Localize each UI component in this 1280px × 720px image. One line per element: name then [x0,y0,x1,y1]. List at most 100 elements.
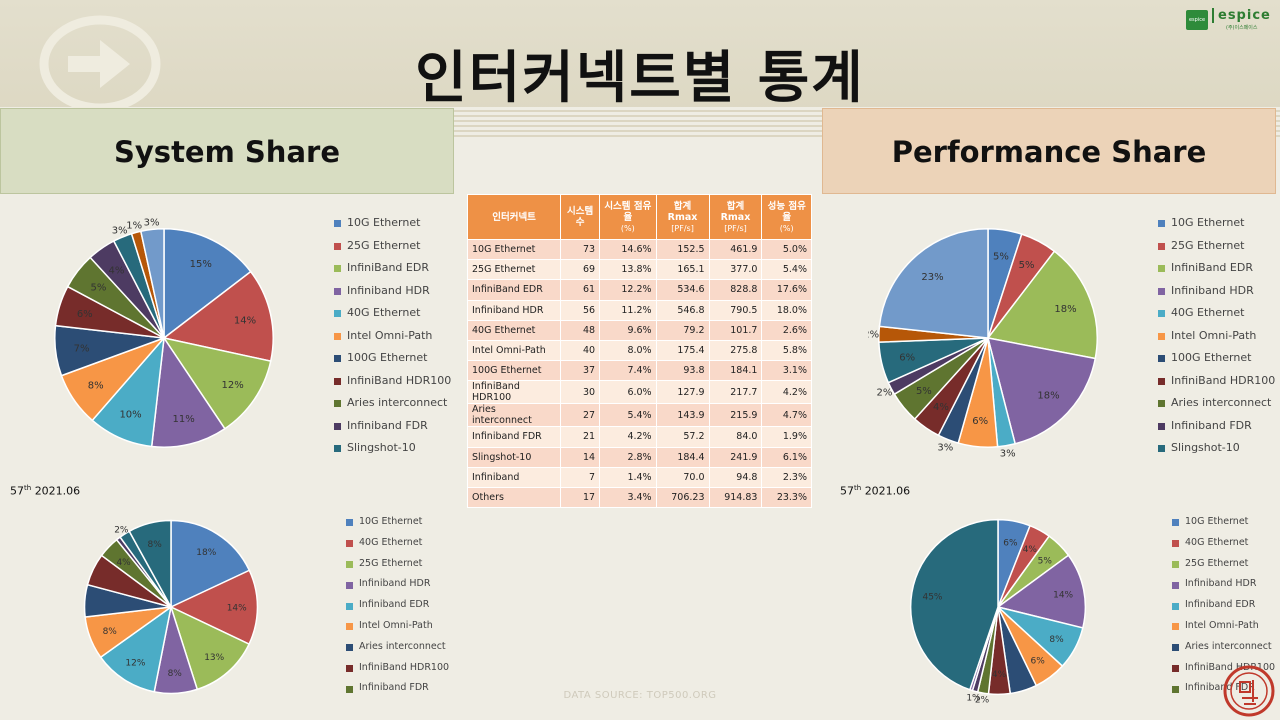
slice-label: 18% [196,548,216,558]
data-source-caption: DATA SOURCE: TOP500.ORG [563,690,717,701]
pie-slice-11 [128,519,172,608]
slice-label: 4% [933,402,949,413]
slice-label: 5% [993,252,1009,263]
legend-label: InfiniBand EDR [1171,261,1253,274]
table-cell: 12.2% [599,279,657,301]
table-cell: 914.83 [708,486,763,509]
legend-label: 10G Ethernet [359,516,423,527]
legend-item: InfiniBand HDR100 [334,370,451,393]
table-cell: Infiniband FDR [466,426,562,448]
table-cell: Infiniband HDR [466,299,562,321]
legend-item: InfiniBand EDR [334,257,451,280]
legend-item: 40G Ethernet [1172,533,1275,554]
table-cell: 377.0 [708,259,763,281]
legend-item: Intel Omni-Path [346,616,449,637]
slice-label: 2% [114,525,129,535]
legend-swatch [346,602,353,610]
legend-item: Infiniband FDR [1158,415,1275,438]
legend-item: InfiniBand HDR100 [1172,658,1275,679]
table-cell: 5.0% [761,238,812,261]
legend-label: InfiniBand HDR100 [347,373,452,387]
legend-label: Aries interconnect [347,396,448,409]
performance-share-pie-2021: 5%5%18%18%3%6%3%4%5%2%6%2%23% [868,228,1098,458]
legend-swatch [346,581,353,589]
slice-label: 23% [921,272,943,283]
table-cell: 152.5 [655,238,710,261]
slice-label: 2% [975,696,990,703]
slice-label: 6% [77,309,93,320]
system-share-legend: 10G Ethernet 25G Ethernet InfiniBand EDR In… [334,212,451,460]
legend-item: Infiniband HDR [334,280,451,303]
slice-label: 8% [103,627,118,637]
legend-swatch [1158,355,1165,363]
legend-swatch [346,519,353,527]
table-cell: 4.7% [761,403,812,428]
legend-item: Infiniband HDR [1158,280,1275,303]
slice-label: 11% [173,414,195,425]
legend-label: Infiniband HDR [1185,578,1257,590]
legend-item: 25G Ethernet [1158,235,1275,258]
slice-label: 8% [168,669,183,679]
slice-label: 8% [88,381,104,392]
table-header-4: 합계 Rmax [PF/s] [708,194,763,240]
legend-item: 10G Ethernet [334,212,451,235]
legend-label: 40G Ethernet [1171,306,1245,319]
table-row: 40G Ethernet 48 9.6% 79.2 101.7 2.6% [466,319,812,341]
performance-share-legend: 10G Ethernet 25G Ethernet InfiniBand EDR In… [1158,212,1275,460]
legend-item: Infiniband FDR [1172,678,1275,699]
slice-label: 15% [190,259,212,270]
legend-item: Intel Omni-Path [1158,325,1275,348]
table-cell: 3.4% [599,486,657,509]
slice-label: 10% [119,409,141,420]
slice-label: 1% [966,694,981,703]
legend-swatch [1158,310,1165,318]
table-cell: 1.9% [761,426,812,448]
legend-label: Slingshot-10 [1171,441,1240,454]
pie-slice-3 [986,337,1097,445]
slice-label: 4% [116,558,131,568]
legend-label: InfiniBand HDR100 [1171,373,1276,387]
slice-label: 14% [1053,591,1073,601]
legend-swatch [1158,422,1165,430]
table-cell: 184.1 [708,360,763,382]
interconnect-stats-table: 인터커넥트 시스템 수 시스템 점유율 (%) 합계 Rmax [PF/s] 합계 Rmax… [466,194,812,509]
legend-item: 25G Ethernet [1172,554,1275,575]
table-cell: 27 [560,403,601,428]
table-cell: 5.4% [761,259,812,281]
legend-item: 100G Ethernet [334,347,451,370]
table-cell: 127.9 [655,380,710,405]
table-cell: 79.2 [655,319,710,341]
pie-slice-12 [878,228,989,339]
pie-slice-0 [163,228,252,340]
table-row: Intel Omni-Path 40 8.0% 175.4 275.8 5.8% [466,339,812,362]
legend-item: 10G Ethernet [1158,212,1275,235]
table-row: Aries interconnect 27 5.4% 143.9 215.9 4.7% [466,403,812,428]
slice-label: 45% [922,593,942,603]
legend-label: InfiniBand EDR [347,261,429,274]
table-cell: InfiniBand EDR [466,279,562,301]
slice-label: 5% [916,386,932,397]
legend-item: Aries interconnect [1158,392,1275,415]
table-cell: 175.4 [655,339,710,362]
legend-swatch [334,310,341,318]
legend-swatch [1158,377,1165,385]
table-row: Others 17 3.4% 706.23 914.83 23.3% [466,486,812,509]
table-cell: Aries interconnect [466,403,562,428]
table-cell: 165.1 [655,259,710,281]
table-row: Infiniband 7 1.4% 70.0 94.8 2.3% [466,466,812,488]
legend-swatch [346,685,353,693]
legend-label: 25G Ethernet [347,238,421,252]
pie-slice-1 [169,569,259,646]
legend-label: 10G Ethernet [1171,216,1245,229]
legend-swatch [334,265,341,273]
legend-swatch [346,644,353,652]
table-row: 10G Ethernet 73 14.6% 152.5 461.9 5.0% [466,238,812,261]
table-cell: InfiniBand HDR100 [466,380,562,405]
slice-label: 8% [147,540,162,550]
legend-label: InfiniBand HDR100 [359,661,450,673]
table-row: Slingshot-10 14 2.8% 184.4 241.9 6.1% [466,446,812,468]
legend-item: 100G Ethernet [1158,347,1275,370]
pie-slice-0 [170,519,251,609]
table-header-1: 시스템 수 [560,194,601,240]
legend-swatch [334,377,341,385]
